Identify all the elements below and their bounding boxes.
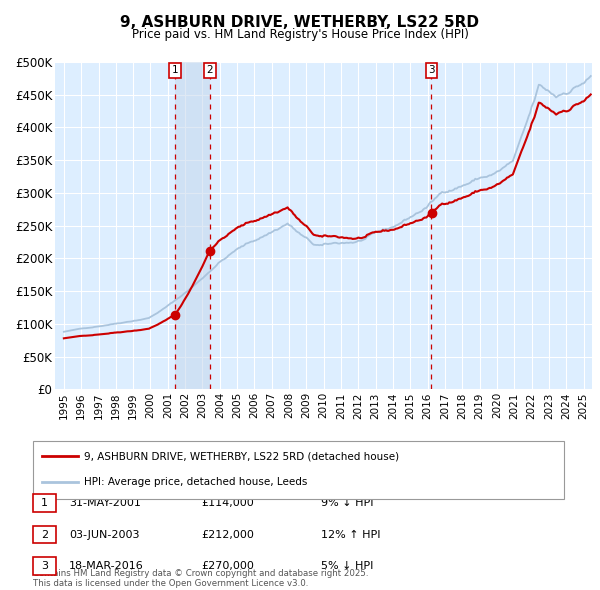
Text: £212,000: £212,000	[201, 530, 254, 539]
Text: 3: 3	[41, 561, 48, 571]
Text: 9, ASHBURN DRIVE, WETHERBY, LS22 5RD: 9, ASHBURN DRIVE, WETHERBY, LS22 5RD	[121, 15, 479, 30]
Text: £114,000: £114,000	[201, 499, 254, 508]
Text: 03-JUN-2003: 03-JUN-2003	[69, 530, 139, 539]
Text: 2: 2	[41, 530, 48, 539]
Text: 3: 3	[428, 65, 435, 76]
Text: 1: 1	[41, 499, 48, 508]
Text: 1: 1	[172, 65, 178, 76]
Text: 2: 2	[206, 65, 213, 76]
Text: HPI: Average price, detached house, Leeds: HPI: Average price, detached house, Leed…	[84, 477, 307, 487]
Text: 9% ↓ HPI: 9% ↓ HPI	[321, 499, 373, 508]
Text: 9, ASHBURN DRIVE, WETHERBY, LS22 5RD (detached house): 9, ASHBURN DRIVE, WETHERBY, LS22 5RD (de…	[84, 451, 399, 461]
Text: 18-MAR-2016: 18-MAR-2016	[69, 561, 144, 571]
Text: 12% ↑ HPI: 12% ↑ HPI	[321, 530, 380, 539]
Text: Contains HM Land Registry data © Crown copyright and database right 2025.
This d: Contains HM Land Registry data © Crown c…	[33, 569, 368, 588]
Text: 5% ↓ HPI: 5% ↓ HPI	[321, 561, 373, 571]
Text: 31-MAY-2001: 31-MAY-2001	[69, 499, 141, 508]
Bar	[175, 62, 210, 389]
Text: £270,000: £270,000	[201, 561, 254, 571]
Text: Price paid vs. HM Land Registry's House Price Index (HPI): Price paid vs. HM Land Registry's House …	[131, 28, 469, 41]
